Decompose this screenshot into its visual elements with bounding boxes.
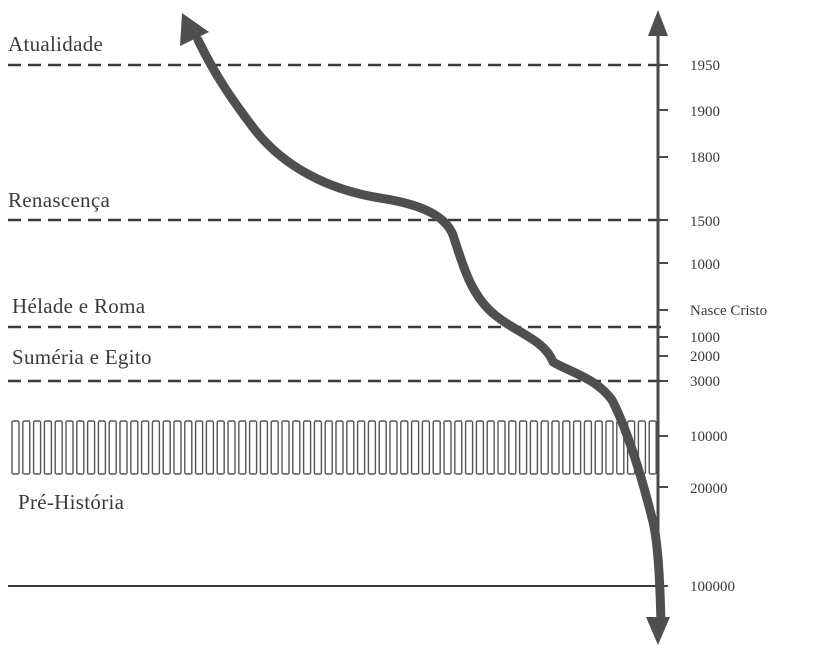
band-stripe [518, 420, 528, 475]
band-stripe [648, 420, 657, 475]
band-stripe [367, 420, 377, 475]
tick-label: 1500 [690, 214, 720, 230]
tick-label: 20000 [690, 481, 728, 497]
band-stripe [508, 420, 517, 475]
band-stripe [421, 420, 431, 475]
band-stripe [140, 420, 150, 475]
band-stripe [378, 420, 387, 475]
band-stripe [432, 420, 441, 475]
band-stripe [497, 420, 506, 475]
band-stripe [605, 420, 614, 475]
era-label-renascenca: Renascença [8, 188, 110, 212]
band-stripe [32, 420, 42, 475]
band-stripe [11, 420, 20, 475]
band-stripe [216, 420, 225, 475]
band-stripe [454, 420, 463, 475]
band-stripe [562, 420, 571, 475]
band-stripe [194, 420, 204, 475]
band-stripe [227, 420, 236, 475]
band-stripe [400, 420, 409, 475]
band-stripe [583, 420, 593, 475]
band-stripe [292, 420, 301, 475]
band-stripe [184, 420, 193, 475]
growth-curve [193, 35, 666, 630]
band-stripe [335, 420, 344, 475]
band-stripe [162, 420, 171, 475]
band-stripe [108, 420, 117, 475]
band-stripe [65, 420, 74, 475]
band-stripe [76, 420, 85, 475]
band-stripe [302, 420, 312, 475]
curve-arrow-icon [180, 13, 209, 46]
tick-label: 2000 [690, 349, 720, 365]
band-stripe [151, 420, 161, 475]
band-stripe [551, 420, 560, 475]
era-label-helade-roma: Hélade e Roma [12, 294, 146, 318]
band-stripe [572, 420, 582, 475]
band-stripe [130, 420, 139, 475]
band-stripe [475, 420, 485, 475]
tick-label: 10000 [690, 429, 728, 445]
band-stripe [410, 420, 420, 475]
tick-label: 1900 [690, 104, 720, 120]
pre-history-band [11, 420, 657, 475]
band-stripe [281, 420, 290, 475]
band-stripe [248, 420, 258, 475]
tick-label: 3000 [690, 374, 720, 390]
band-stripe [529, 420, 539, 475]
band-stripe [313, 420, 323, 475]
band-stripe [119, 420, 128, 475]
era-label-sumeria-egito: Suméria e Egito [12, 345, 152, 369]
band-stripe [259, 420, 269, 475]
band-stripe [540, 420, 549, 475]
band-stripe [205, 420, 215, 475]
axis-top-arrow-icon [648, 10, 668, 36]
band-stripe [356, 420, 366, 475]
era-label-atualidade: Atualidade [8, 32, 103, 56]
band-stripe [97, 420, 107, 475]
band-stripe [86, 420, 96, 475]
band-stripe [173, 420, 182, 475]
band-stripe [22, 420, 31, 475]
axis-ticks [658, 64, 668, 587]
band-stripe [238, 420, 247, 475]
tick-label: Nasce Cristo [690, 303, 767, 319]
tick-label: 1800 [690, 150, 720, 166]
band-stripe [443, 420, 452, 475]
band-stripe [43, 420, 53, 475]
band-stripe [594, 420, 603, 475]
tick-label: 1000 [690, 257, 720, 273]
era-label-pre-historia: Pré-História [18, 490, 125, 514]
band-stripe [54, 420, 63, 475]
tick-label: 1950 [690, 58, 720, 74]
band-stripe [486, 420, 495, 475]
band-stripe [270, 420, 279, 475]
band-stripe [464, 420, 474, 475]
tick-label: 1000 [690, 330, 720, 346]
tick-label: 100000 [690, 579, 735, 595]
band-stripe [324, 420, 333, 475]
band-stripe [389, 420, 398, 475]
band-stripe [346, 420, 355, 475]
